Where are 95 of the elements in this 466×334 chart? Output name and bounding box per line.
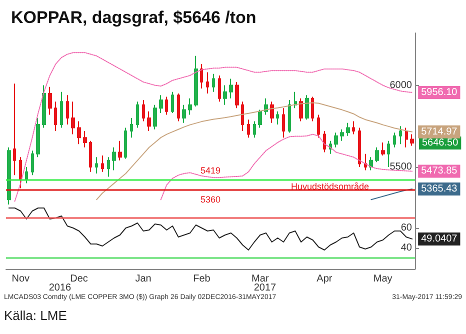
candlestick — [410, 134, 414, 146]
chart-title: KOPPAR, dagsgraf, $5646 /ton — [11, 8, 256, 27]
y-tick-label: 60 — [400, 222, 412, 234]
candlestick — [124, 127, 127, 160]
line-series — [14, 52, 413, 202]
x-tick-label: Feb — [193, 274, 211, 284]
candlestick — [288, 99, 291, 134]
x-tick-label: Dec — [70, 274, 88, 284]
data-label: 5714.97 — [421, 126, 458, 138]
data-label: 49.0407 — [421, 233, 458, 244]
candlestick — [241, 101, 244, 132]
data-label: 5956.10 — [421, 86, 458, 98]
candlestick — [71, 101, 75, 135]
candlestick — [60, 91, 63, 128]
candlestick — [381, 142, 385, 156]
candlestick — [346, 122, 350, 136]
x-tick-label: Nov — [12, 274, 30, 284]
candlestick — [153, 104, 157, 130]
candlestick — [48, 86, 52, 116]
candlestick — [177, 92, 180, 122]
candlestick — [223, 84, 227, 106]
text: 2017 — [254, 282, 277, 294]
candlestick — [194, 55, 198, 108]
candlestick — [107, 156, 110, 178]
candlestick — [118, 140, 122, 161]
candlestick — [200, 64, 203, 90]
candlestick — [112, 146, 116, 171]
candlestick — [54, 101, 57, 132]
candlestick — [77, 120, 81, 145]
candlestick — [171, 91, 174, 114]
candlestick — [334, 132, 338, 148]
candlestick — [393, 132, 396, 148]
candlestick — [399, 126, 402, 145]
x-tick-label: Mar — [252, 274, 270, 284]
candlestick — [7, 146, 11, 206]
candlestick — [31, 150, 34, 176]
data-label: 5473.85 — [421, 166, 458, 177]
text: 2016 — [48, 282, 72, 294]
candlestick — [136, 101, 139, 128]
candlestick — [235, 82, 239, 109]
line-series — [370, 188, 413, 200]
candlestick — [364, 153, 367, 171]
candlestick — [89, 140, 92, 172]
line-series — [8, 208, 413, 250]
x-tick-label: Apr — [316, 274, 333, 284]
candlestick — [206, 72, 209, 94]
x-tick-label: May — [373, 274, 392, 284]
candlestick — [276, 110, 279, 125]
candlestick — [299, 98, 303, 122]
candlestick — [159, 94, 163, 114]
candlestick — [182, 104, 186, 124]
candlestick — [264, 98, 268, 116]
candlestick — [13, 83, 16, 176]
candlestick — [258, 109, 262, 128]
candlestick — [212, 73, 215, 92]
candlestick — [317, 114, 320, 138]
candlestick — [83, 130, 87, 148]
candlestick — [165, 96, 168, 116]
candlestick — [188, 98, 192, 116]
candlestick — [387, 140, 390, 168]
candlestick — [101, 155, 104, 172]
text: Källa: LME — [4, 308, 68, 323]
candlestick — [218, 74, 221, 102]
candlestick — [311, 96, 314, 122]
candlestick — [294, 91, 297, 109]
candlestick — [369, 156, 373, 171]
ref-line-label: 5419 — [200, 166, 221, 176]
candlestick — [66, 94, 69, 125]
candlestick — [305, 94, 309, 120]
candlestick — [95, 156, 98, 174]
candlestick — [340, 128, 344, 142]
annotation: Huvudstödsområde — [290, 182, 370, 192]
candlestick — [352, 120, 355, 135]
candlestick — [405, 127, 408, 148]
candlestick — [375, 146, 379, 163]
candlestick — [147, 110, 151, 132]
y-tick-label: 40 — [400, 242, 412, 254]
candlestick — [323, 130, 326, 153]
data-label: 5365.43 — [421, 183, 458, 194]
candlestick — [229, 78, 233, 99]
candlestick — [42, 84, 46, 128]
ref-line-label: 5360 — [200, 194, 221, 204]
candlestick — [270, 101, 274, 124]
candlestick — [142, 99, 145, 122]
y-tick-label: 6000 — [390, 80, 412, 91]
candlestick — [282, 108, 285, 138]
candlestick — [130, 117, 133, 138]
candlestick — [25, 166, 28, 184]
text: 5646.50 — [422, 138, 459, 149]
x-tick-label: Jan — [135, 274, 152, 284]
y-tick-label: 5500 — [390, 161, 412, 172]
candlestick — [253, 120, 256, 138]
candlestick — [358, 127, 361, 168]
candlestick — [36, 117, 40, 158]
candlestick — [247, 119, 250, 138]
